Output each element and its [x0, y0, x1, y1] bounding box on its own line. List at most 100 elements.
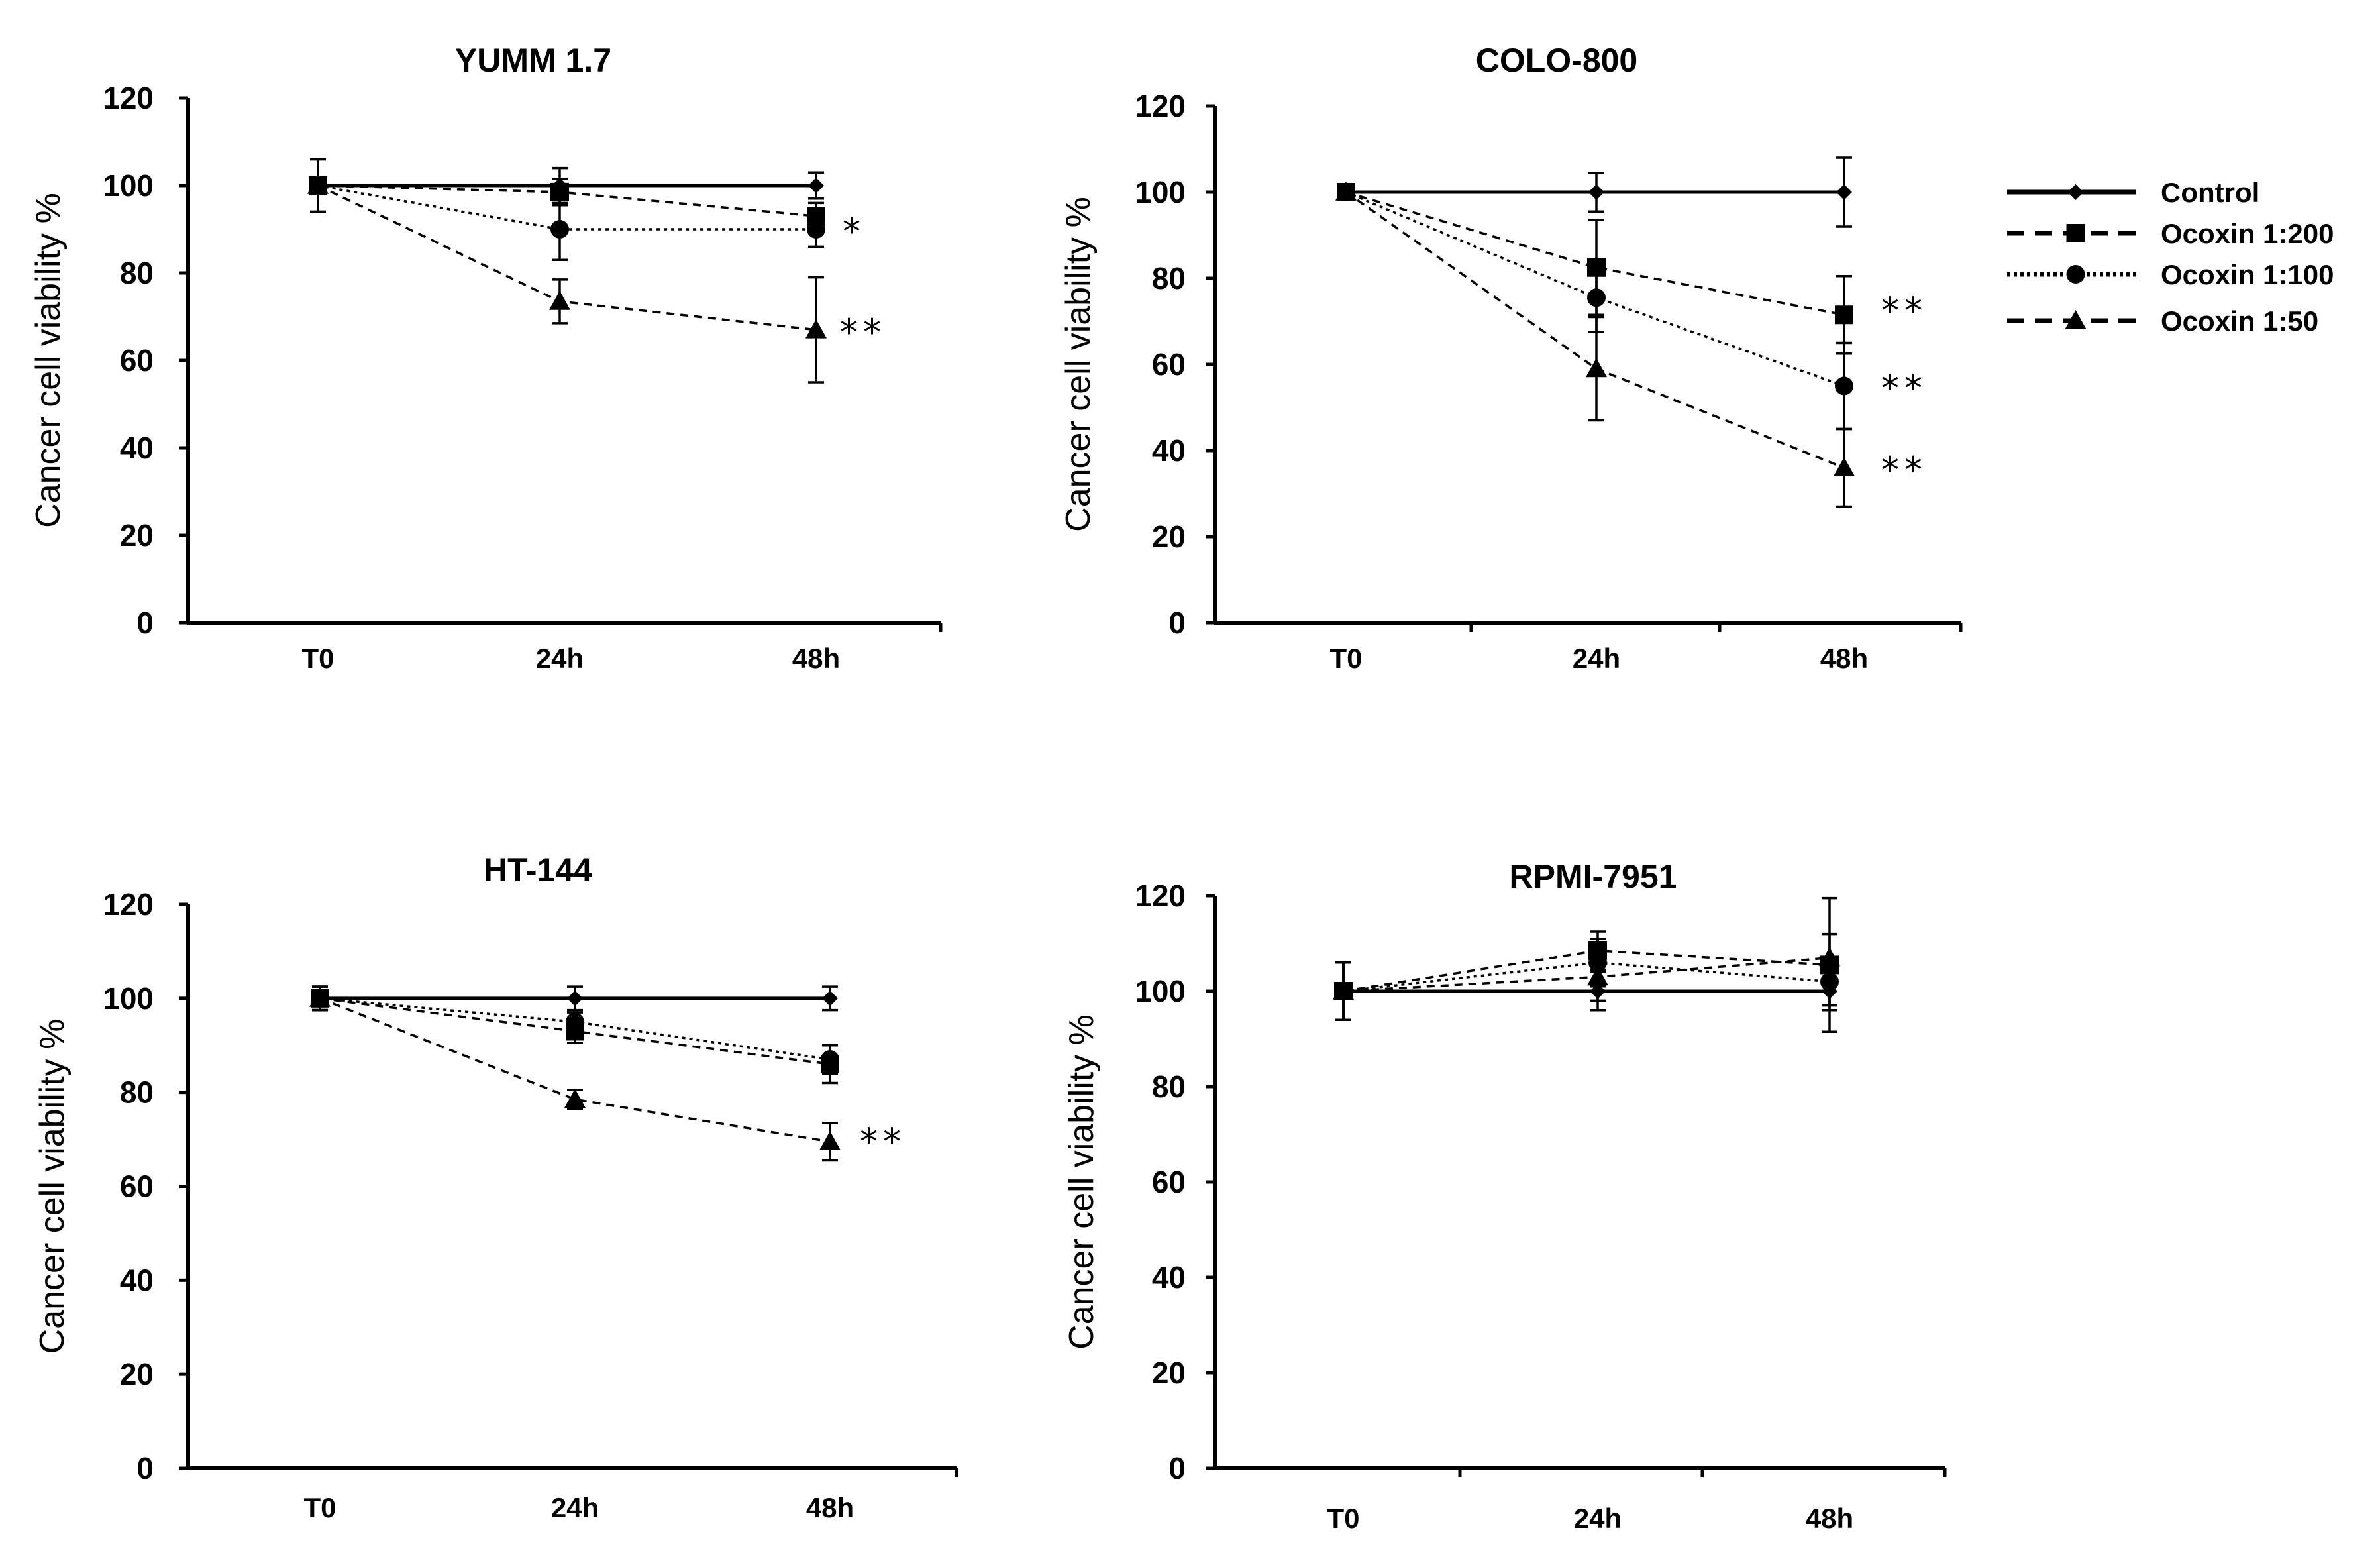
series-ocoxin-1-50: [1333, 932, 1840, 1021]
data-point: [1835, 305, 1853, 325]
data-point: [1587, 966, 1608, 986]
y-tick-label: 40: [120, 431, 154, 465]
chart-rpmi-7951: RPMI-7951 Cancer cell viability % 0 20 40 60 8…: [1062, 858, 1947, 1534]
series-ocoxin-1-50: [307, 158, 827, 384]
data-point: [805, 319, 827, 339]
x-tick-label: 48h: [806, 1492, 854, 1523]
significance-marker: *: [843, 211, 866, 252]
chart-yumm-1-7: YUMM 1.7 Cancer cell viability % 0 20 40 60 80…: [29, 42, 943, 674]
chart-title: HT-144: [484, 851, 592, 888]
y-tick-label: 120: [103, 887, 154, 922]
data-point: [549, 290, 570, 310]
y-tick-label: 20: [1152, 519, 1186, 554]
y-tick-label: 80: [120, 1075, 154, 1110]
series-control: [1335, 961, 1837, 1021]
y-tick-label: 20: [120, 1357, 154, 1391]
x-tick-label: T0: [303, 1492, 336, 1523]
series-ocoxin-1-50: [309, 985, 841, 1162]
legend-item-ocoxin-1-100: Ocoxin 1:100: [2007, 259, 2334, 290]
significance-marker: **: [1881, 368, 1928, 409]
legend-item-ocoxin-1-200: Ocoxin 1:200: [2007, 218, 2334, 249]
data-point: [1586, 358, 1607, 378]
y-tick-label: 20: [1152, 1356, 1186, 1390]
legend-label: Ocoxin 1:100: [2161, 259, 2334, 290]
x-tick-label: 48h: [1806, 1503, 1853, 1534]
significance-marker: **: [860, 1121, 906, 1163]
series-line: [1343, 949, 1830, 993]
data-point: [1834, 457, 1855, 476]
data-point: [307, 175, 329, 194]
legend-marker: [2065, 310, 2087, 329]
y-tick-label: 120: [1135, 89, 1186, 123]
y-tick-label: 100: [1135, 175, 1186, 209]
y-tick-label: 0: [1168, 606, 1186, 640]
data-point: [309, 987, 331, 1007]
legend: Control Ocoxin 1:200 Ocoxin 1:100 Ocoxin 1:…: [2007, 177, 2334, 337]
y-tick-label: 80: [120, 256, 154, 290]
chart-title: YUMM 1.7: [455, 42, 611, 79]
data-point: [819, 1131, 841, 1150]
series-line: [317, 184, 816, 231]
legend-label: Ocoxin 1:200: [2161, 218, 2334, 249]
x-tick-label: T0: [1329, 643, 1362, 674]
y-tick-label: 120: [1135, 879, 1186, 913]
series-line: [1343, 956, 1830, 993]
legend-marker: [2067, 184, 2084, 200]
legend-item-ocoxin-1-50: Ocoxin 1:50: [2007, 305, 2318, 337]
x-tick-label: 24h: [1573, 643, 1620, 674]
series-line: [1345, 191, 1845, 316]
data-point: [567, 990, 583, 1006]
chart-title: RPMI-7951: [1510, 858, 1677, 895]
series-line: [1345, 191, 1845, 469]
data-point: [1835, 376, 1853, 396]
y-tick-label: 0: [1168, 1451, 1186, 1485]
significance-marker: **: [1881, 449, 1928, 491]
data-point: [1588, 184, 1604, 200]
y-tick-label: 60: [120, 343, 154, 378]
data-point: [807, 220, 825, 239]
chart-colo-800: COLO-800 Cancer cell viability % 0 20 40 60 80…: [1059, 42, 1963, 674]
y-axis-label: Cancer cell viability %: [29, 193, 68, 528]
series-line: [319, 997, 831, 1143]
y-tick-label: 60: [1152, 347, 1186, 382]
legend-label: Ocoxin 1:50: [2161, 305, 2318, 337]
data-point: [564, 1089, 586, 1108]
chart-ht-144: HT-144 Cancer cell viability % 0 20 40 60 80 10…: [33, 851, 958, 1523]
series-ocoxin-1-200: [1334, 896, 1839, 1033]
y-tick-label: 0: [136, 1451, 154, 1485]
series-ocoxin-1-200: [1337, 183, 1853, 355]
data-point: [1587, 288, 1606, 307]
series-control: [1338, 156, 1852, 228]
x-tick-label: 48h: [792, 643, 840, 674]
y-tick-label: 40: [1152, 433, 1186, 468]
x-tick-label: 24h: [551, 1492, 599, 1523]
series-ocoxin-1-100: [1334, 938, 1839, 1021]
significance-marker: **: [840, 311, 886, 353]
x-tick-label: T0: [1327, 1503, 1359, 1534]
legend-label: Control: [2161, 177, 2259, 208]
y-tick-label: 40: [1152, 1260, 1186, 1295]
data-point: [550, 220, 569, 239]
y-tick-label: 60: [1152, 1165, 1186, 1199]
chart-title: COLO-800: [1476, 42, 1638, 79]
y-tick-label: 0: [136, 606, 154, 640]
y-tick-label: 100: [1135, 974, 1186, 1008]
y-tick-label: 20: [120, 518, 154, 553]
legend-marker: [2066, 224, 2085, 242]
data-point: [822, 990, 838, 1006]
x-tick-label: T0: [301, 643, 334, 674]
y-axis-label: Cancer cell viability %: [1059, 197, 1098, 532]
data-point: [808, 178, 824, 193]
data-point: [1819, 947, 1840, 967]
y-tick-label: 120: [103, 81, 154, 115]
x-tick-label: 24h: [536, 643, 584, 674]
legend-marker: [2066, 265, 2085, 284]
y-tick-label: 100: [103, 168, 154, 203]
data-point: [1333, 981, 1354, 1000]
x-tick-label: 48h: [1820, 643, 1868, 674]
x-tick-label: 24h: [1574, 1503, 1622, 1534]
y-tick-label: 40: [120, 1263, 154, 1297]
data-point: [566, 1012, 584, 1032]
significance-marker: **: [1881, 290, 1928, 332]
